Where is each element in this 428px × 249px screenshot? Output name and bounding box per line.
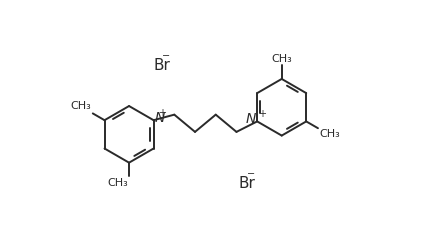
Text: CH₃: CH₃ (271, 54, 292, 64)
Text: CH₃: CH₃ (71, 101, 92, 112)
Text: CH₃: CH₃ (319, 129, 340, 139)
Text: −: − (247, 169, 256, 179)
Text: Br: Br (239, 176, 256, 191)
Text: N: N (155, 111, 165, 125)
Text: Br: Br (154, 58, 170, 73)
Text: −: − (162, 51, 170, 61)
Text: N: N (246, 112, 256, 126)
Text: +: + (158, 108, 166, 118)
Text: CH₃: CH₃ (107, 178, 128, 188)
Text: +: + (258, 109, 266, 119)
